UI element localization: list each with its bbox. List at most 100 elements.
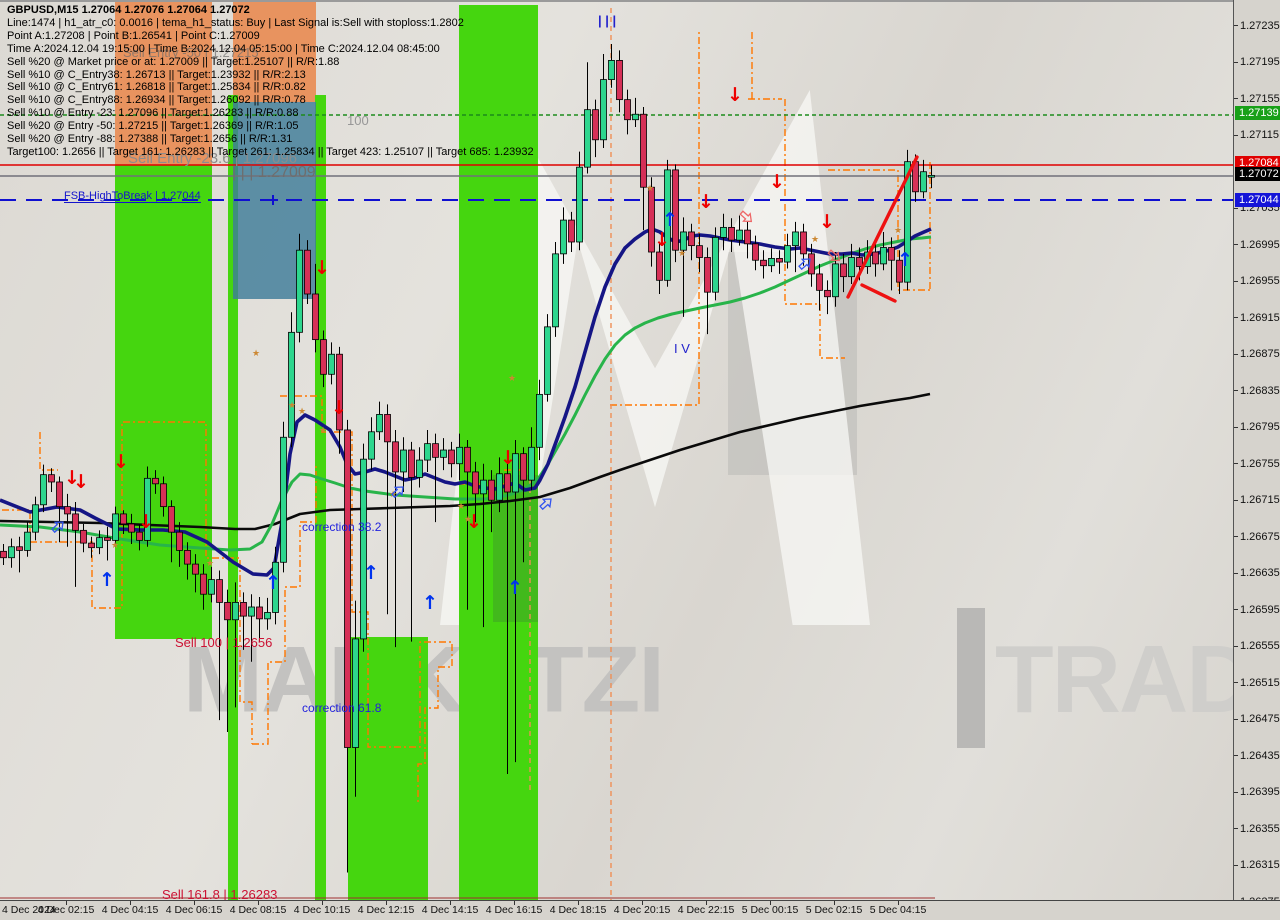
time-label: 5 Dec 04:15 [869, 904, 927, 916]
time-axis[interactable]: 4 Dec 2024 4 Dec 02:15 4 Dec 04:15 4 Dec 06… [0, 900, 1280, 920]
candle-body [8, 546, 15, 559]
candle-body [248, 606, 255, 617]
candle-body [144, 477, 151, 541]
candle-body [536, 393, 543, 448]
ma-slow-black [0, 392, 931, 531]
time-tick [322, 901, 323, 905]
candle-body [328, 353, 335, 375]
candle-body [776, 258, 783, 263]
candle-body [256, 606, 263, 620]
price-tick [1234, 280, 1238, 282]
candle-body [360, 458, 367, 640]
candle-body [808, 253, 815, 275]
price-tick [1234, 463, 1238, 465]
candle-body [800, 231, 807, 255]
chart-area[interactable]: MARKETZI TRADE ↓↓↓↓↓↓↓↓↓↓↓↓↓↑↑↑↑↑↑↑★★★★★… [0, 0, 1233, 900]
price-label: 1.26475 [1240, 713, 1280, 726]
candle-body [96, 537, 103, 549]
price-label: 1.26555 [1240, 640, 1280, 653]
star-marker-icon: ★ [678, 249, 686, 259]
candle-body [112, 513, 119, 541]
chart-text-label: FSB-HighToBreak | 1.27044 [64, 190, 201, 203]
sell-arrow-icon: ↓ [466, 511, 482, 533]
chart-text-label: correction 61.8 [302, 701, 382, 715]
buy-arrow-icon: ↑ [99, 569, 115, 591]
time-tick [130, 901, 131, 905]
candle-body [888, 247, 895, 261]
candle-body [120, 513, 127, 525]
candle-body [456, 446, 463, 465]
price-label: 1.27195 [1240, 56, 1280, 69]
candle-body [584, 109, 591, 168]
green-zone-3 [459, 5, 538, 900]
time-tick [834, 901, 835, 905]
candle-body [552, 253, 559, 328]
candle-body [152, 477, 159, 485]
candle-body [176, 531, 183, 551]
candle-body [816, 273, 823, 291]
candle-body [896, 259, 903, 283]
price-tick [1234, 864, 1238, 866]
candle-body [88, 542, 95, 549]
candle-body [624, 99, 631, 121]
price-label: 1.26435 [1240, 749, 1280, 762]
candle-body [792, 231, 799, 247]
candle-body [264, 612, 271, 620]
candle-body [336, 353, 343, 431]
time-label: 4 Dec 14:15 [421, 904, 479, 916]
current-price-label: 1.27044 [1235, 192, 1280, 207]
candle-body [712, 237, 719, 293]
candle-body [496, 473, 503, 501]
price-tick [1234, 645, 1238, 647]
candle-body [216, 579, 223, 603]
hollow-arrow-icon [739, 210, 753, 223]
hollow-arrow-icon [51, 521, 64, 534]
star-marker-icon: ★ [319, 426, 327, 436]
candle-body [280, 436, 287, 563]
info-line: Target100: 1.2656 || Target 161: 1.26283… [7, 145, 534, 158]
star-marker-icon: ★ [298, 407, 306, 417]
price-label: 1.26995 [1240, 238, 1280, 251]
time-label: 4 Dec 16:15 [485, 904, 543, 916]
candle-body [640, 113, 647, 188]
price-label: 1.26675 [1240, 530, 1280, 543]
current-price-label: 1.27139 [1235, 106, 1280, 121]
candle-body [504, 473, 511, 493]
time-tick [898, 901, 899, 905]
star-marker-icon: ★ [811, 235, 819, 245]
candle-body [24, 531, 31, 551]
price-label: 1.26635 [1240, 567, 1280, 580]
price-label: 1.26875 [1240, 348, 1280, 361]
candle-body [128, 523, 135, 533]
time-label: 5 Dec 00:15 [741, 904, 799, 916]
price-axis[interactable]: 1.27235 1.27195 1.27155 1.27115 1.27035 1.269… [1233, 0, 1280, 908]
current-price-label: 1.27072 [1235, 167, 1280, 182]
candle-body [472, 471, 479, 495]
envelope-line [252, 464, 317, 745]
star-marker-icon: ★ [206, 559, 214, 569]
time-tick [450, 901, 451, 905]
candle-body [736, 229, 743, 241]
envelope-line [828, 169, 930, 291]
star-marker-icon: ★ [894, 226, 902, 236]
time-label: 4 Dec 08:15 [229, 904, 287, 916]
time-label: 4 Dec 06:15 [165, 904, 223, 916]
candle-body [320, 339, 327, 375]
candles-and-indicators-canvas[interactable]: ↓↓↓↓↓↓↓↓↓↓↓↓↓↑ ↑ ↑↑↑↑↑★★★★★★★★★★★★★★ [0, 2, 1233, 900]
candle-body [192, 563, 199, 575]
sell-arrow-icon: ↓ [73, 471, 89, 493]
info-line: Line:1474 | h1_atr_c0: 0.0016 | tema_h1_… [7, 16, 464, 29]
candle-body [880, 247, 887, 265]
candle-body [168, 506, 175, 533]
time-label: 4 Dec 22:15 [677, 904, 735, 916]
candle-body [856, 257, 863, 268]
chart-text-label: Sell Entry -50 | 1.27215 [123, 45, 259, 60]
time-label: 4 Dec 18:15 [549, 904, 607, 916]
price-tick [1234, 682, 1238, 684]
price-label: 1.26395 [1240, 786, 1280, 799]
candle-body [672, 169, 679, 251]
candle-body [392, 441, 399, 473]
candle-body [312, 293, 319, 341]
candle-body [432, 443, 439, 458]
ma-medium-green [0, 235, 932, 552]
